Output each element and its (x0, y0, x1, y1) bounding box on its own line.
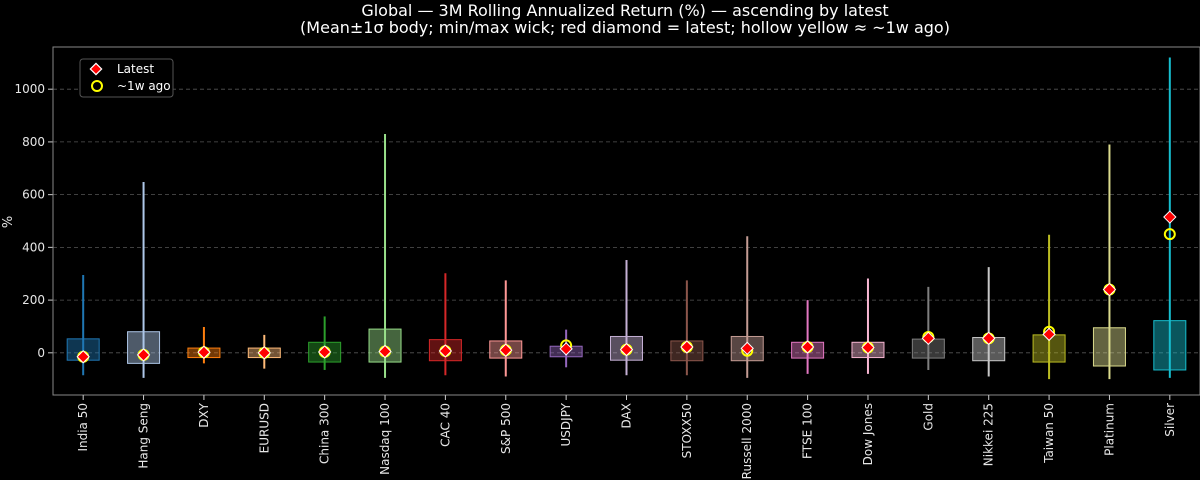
x-tick-label: Gold (921, 403, 935, 431)
x-tick-label: FTSE 100 (801, 403, 815, 459)
x-tick-label: Nasdaq 100 (378, 403, 392, 475)
y-axis-label: % (1, 216, 16, 228)
x-tick-label: Russell 2000 (740, 403, 754, 479)
x-tick-label: DAX (620, 403, 634, 428)
latest-marker (982, 331, 996, 346)
latest-marker (197, 345, 211, 359)
legend-label-latest: Latest (117, 62, 154, 76)
legend-marker-week-ago (91, 80, 103, 92)
legend-marker-latest (89, 62, 103, 76)
latest-marker (499, 343, 513, 357)
x-tick-label: India 50 (76, 403, 90, 452)
x-tick-label: DXY (197, 402, 211, 427)
latest-marker (136, 348, 151, 362)
x-tick-label: China 300 (318, 403, 332, 464)
legend-box (79, 58, 174, 98)
latest-marker (680, 340, 694, 354)
latest-marker (378, 344, 392, 359)
x-tick-labels: India 50 Hang Seng DXY EURUSD China 300 Nasda… (76, 395, 1177, 479)
x-tick-label: STOXX50 (680, 403, 694, 458)
latest-marker (800, 340, 815, 354)
week-ago-marker (1163, 228, 1176, 241)
x-tick-label: Taiwan 50 (1042, 403, 1056, 464)
grid (53, 88, 1200, 354)
body (1153, 320, 1187, 371)
x-tick-label: Dow Jones (861, 403, 875, 465)
latest-marker (619, 342, 634, 357)
y-tick-label: 600 (22, 188, 45, 202)
legend-label-week-ago: ~1w ago (117, 79, 171, 93)
plot-marks (66, 57, 1187, 380)
body (1092, 327, 1126, 367)
latest-marker (1163, 210, 1177, 224)
latest-marker (1102, 282, 1117, 297)
latest-marker (438, 344, 453, 358)
x-tick-label: EURUSD (257, 403, 271, 453)
legend: Latest ~1w ago (79, 58, 174, 98)
chart-title: Global — 3M Rolling Annualized Return (%… (361, 1, 888, 20)
y-ticks: 0 200 400 600 800 1000 (14, 82, 53, 360)
y-tick-label: 1000 (14, 82, 45, 96)
y-tick-label: 0 (37, 346, 45, 360)
latest-marker (861, 340, 875, 355)
latest-marker (559, 342, 573, 356)
x-tick-label: Hang Seng (137, 403, 151, 469)
x-tick-label: Platinum (1102, 403, 1116, 456)
x-tick-label: Nikkei 225 (982, 403, 996, 466)
latest-marker (257, 346, 271, 360)
x-tick-label: S&P 500 (499, 403, 513, 454)
latest-marker (921, 331, 936, 346)
x-tick-label: CAC 40 (438, 403, 452, 447)
y-tick-label: 800 (22, 135, 45, 149)
latest-marker (317, 345, 332, 359)
x-tick-label: USDJPY (559, 402, 573, 446)
chart-subtitle: (Mean±1σ body; min/max wick; red diamond… (300, 18, 950, 37)
latest-marker (1042, 327, 1056, 342)
y-tick-label: 400 (22, 240, 45, 254)
latest-marker (740, 341, 754, 356)
x-tick-label: Silver (1163, 403, 1177, 437)
latest-marker (76, 350, 90, 364)
y-tick-label: 200 (22, 293, 45, 307)
